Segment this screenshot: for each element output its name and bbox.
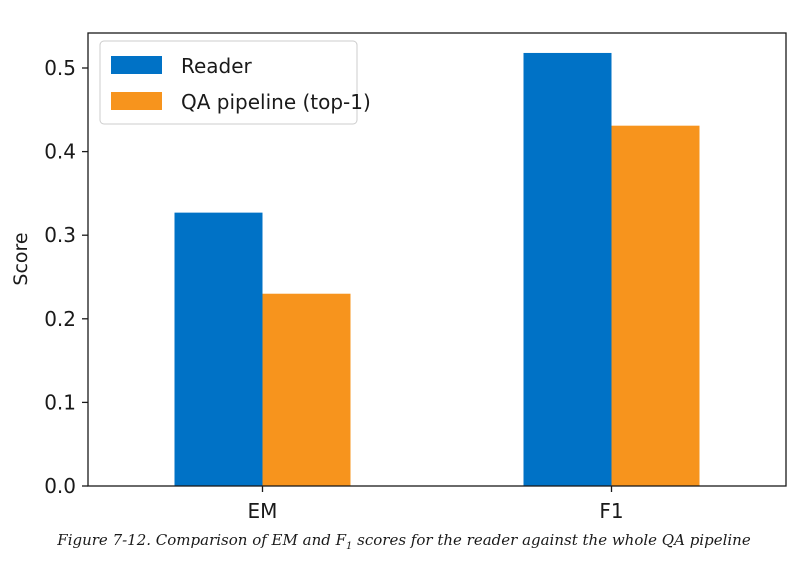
y-axis: 0.0 0.1 0.2 0.3 0.4 0.5 (44, 56, 88, 498)
y-tick-label-5: 0.5 (44, 56, 76, 80)
caption-prefix: Figure 7-12. Comparison of EM and F (57, 531, 347, 549)
y-tick-label-3: 0.3 (44, 223, 76, 247)
caption-suffix: scores for the reader against the whole … (352, 531, 751, 549)
bar-qa-pipeline-top-1-em (262, 293, 351, 486)
plot-frame (87, 32, 787, 487)
y-tick-label-0: 0.0 (44, 474, 76, 498)
legend-swatch-qa-pipeline (111, 92, 162, 110)
x-tick-label-em: EM (248, 499, 278, 523)
bar-chart: 0.0 0.1 0.2 0.3 0.4 0.5 EM F1 Score Reader QA … (10, 32, 787, 523)
bar-reader-f1 (523, 52, 612, 487)
legend-label-reader: Reader (181, 54, 253, 78)
y-tick-label-4: 0.4 (44, 140, 76, 164)
legend-frame (99, 40, 358, 125)
caption-subscript: 1 (346, 541, 353, 552)
figure-caption: Figure 7-12. Comparison of EM and F1 sco… (0, 531, 808, 552)
legend-swatch-reader (111, 56, 162, 74)
x-axis: EM F1 (248, 486, 624, 523)
x-tick-label-f1: F1 (599, 499, 623, 523)
bar-reader-em (174, 212, 263, 487)
bar-qa-pipeline-top-1-f1 (611, 125, 700, 487)
bars-layer (174, 52, 700, 487)
legend: Reader QA pipeline (top-1) (99, 40, 371, 125)
legend-label-qa-pipeline: QA pipeline (top-1) (181, 90, 371, 114)
y-tick-label-2: 0.2 (44, 307, 76, 331)
y-axis-label: Score (10, 232, 32, 285)
y-tick-label-1: 0.1 (44, 390, 76, 414)
